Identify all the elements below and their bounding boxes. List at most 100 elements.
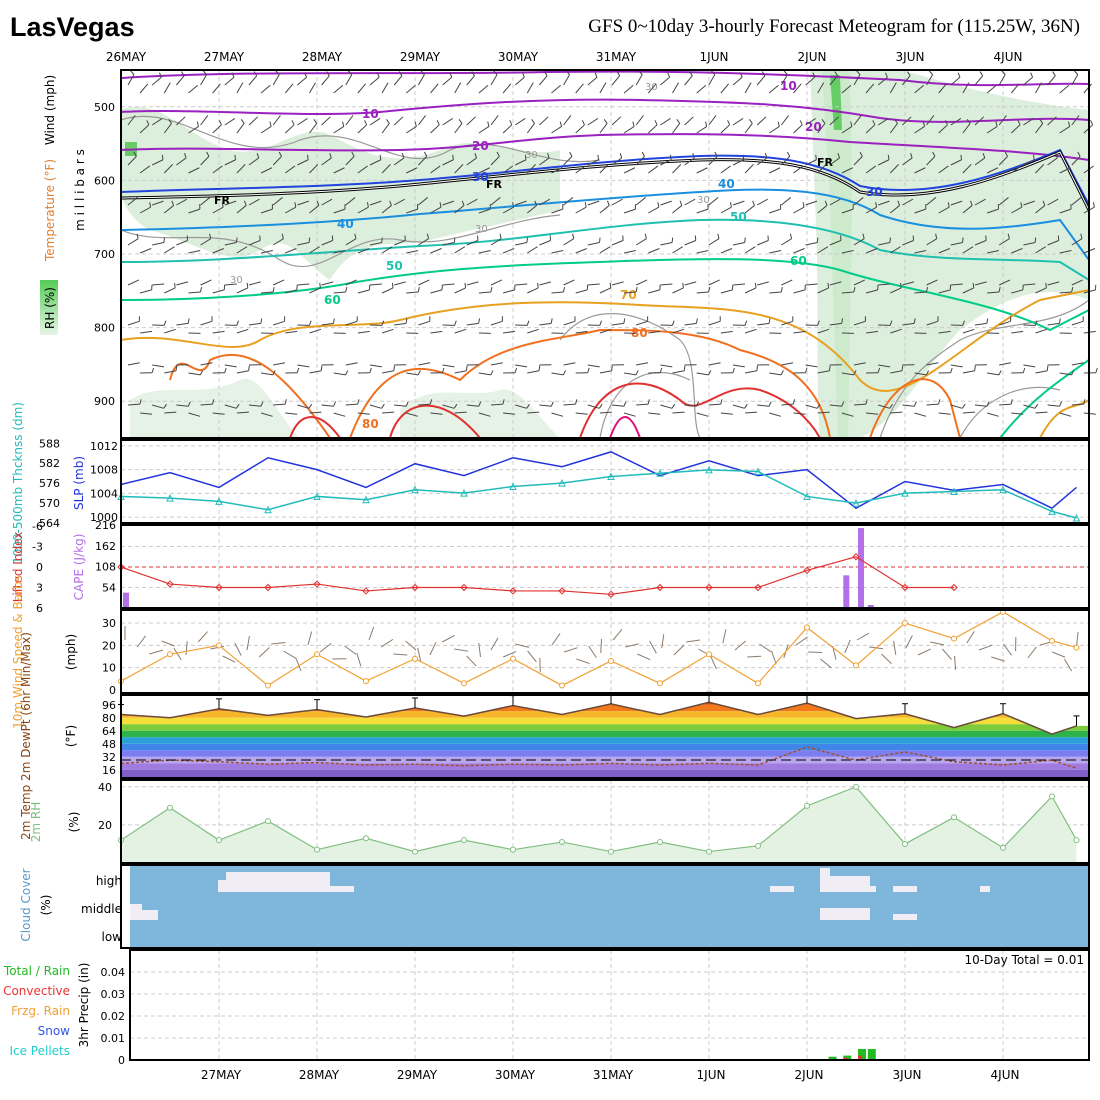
wind-barb <box>878 242 891 246</box>
wind-barb-flag <box>744 320 748 326</box>
wind-barb <box>309 370 322 374</box>
wind-barb <box>442 404 455 409</box>
wind-barb <box>418 115 427 126</box>
thickness-markers <box>117 465 1081 522</box>
thickness-tick: 582 <box>39 457 60 470</box>
wind-barb <box>478 84 489 94</box>
wind-barb <box>744 287 757 294</box>
rh-point <box>314 846 320 853</box>
wind-barb-flag <box>253 71 258 77</box>
wind-barb <box>514 118 526 126</box>
wind-barb <box>478 412 491 417</box>
wind-barb-flag <box>623 318 626 324</box>
wind-barb <box>490 320 503 326</box>
wind-barb-flag <box>768 318 771 324</box>
surface-wind-barb <box>149 649 163 655</box>
wind-barb <box>708 156 718 166</box>
wind-barb <box>878 364 891 368</box>
lifted-index-point <box>705 583 713 592</box>
wind-barb <box>756 157 768 166</box>
svg-text:40: 40 <box>337 217 354 231</box>
wind-barb <box>962 287 974 294</box>
wind-barb <box>466 157 477 166</box>
wind-barb <box>757 322 770 326</box>
wind-barb <box>611 116 622 126</box>
wind-barb <box>950 118 962 126</box>
wind-barb <box>684 157 695 166</box>
wind-barb <box>539 116 549 126</box>
wind-barb <box>877 118 889 126</box>
wind-barb <box>466 240 479 246</box>
wind-barb-flag <box>889 237 891 243</box>
slp-tick: 1004 <box>90 487 118 500</box>
wind-barb <box>878 283 891 286</box>
wind-barb-flag <box>960 154 963 160</box>
precip-legend-item: Ice Pellets <box>9 1044 70 1058</box>
rh-point <box>510 846 516 853</box>
thickness-point <box>460 489 468 497</box>
wind-barb <box>1011 206 1023 214</box>
wind-barb <box>684 198 696 206</box>
wind-barb-flag <box>184 153 187 159</box>
slp-tick: 1012 <box>90 440 118 453</box>
precip-legend-item: Total / Rain <box>3 964 70 978</box>
wind-barb <box>418 403 431 406</box>
wind-barb <box>224 283 237 286</box>
wind-barb-flag <box>754 282 757 288</box>
pressure-panel: 588 582 576 570 564 1012 1008 1004 1000 1000-500… <box>11 402 1090 564</box>
wind-barb <box>490 115 499 126</box>
surface-wind-barb <box>258 647 270 658</box>
wind-barb <box>756 75 766 86</box>
wind-barb <box>563 115 572 126</box>
wind-speed-point <box>951 635 957 642</box>
wind-barb <box>732 283 745 286</box>
wind-barb <box>1047 322 1060 326</box>
wind-barb-flag <box>711 70 716 75</box>
wind-barb <box>684 240 696 246</box>
wind-barb-flag <box>246 282 249 288</box>
wind-barb <box>503 330 516 334</box>
wind-barb <box>805 118 816 126</box>
wind-barb <box>829 404 842 407</box>
lifted-index-tick: 6 <box>36 602 43 615</box>
wind-barb <box>357 206 369 214</box>
surface-wind-barb <box>954 655 957 671</box>
wind-barb <box>369 200 382 206</box>
wind-barb-flag <box>1052 71 1056 77</box>
thickness-point <box>215 497 223 505</box>
wind-barb <box>744 82 752 94</box>
wind-barb <box>853 115 862 126</box>
wind-barb <box>442 76 453 86</box>
lifted-index-point <box>803 566 811 575</box>
wind-barb <box>732 242 745 246</box>
cape-bar <box>867 604 874 608</box>
wind-barb <box>1023 242 1036 246</box>
wind-barb-flag <box>514 367 518 373</box>
wind-barb <box>1023 118 1034 126</box>
lifted-index-point <box>754 583 762 592</box>
wind-barb <box>176 198 188 206</box>
wind-barb-flag <box>260 401 264 407</box>
wind-barb-flag <box>995 121 998 127</box>
wind-barb-flag <box>1090 120 1094 126</box>
wind-barb <box>757 404 770 407</box>
slp-tick: 1008 <box>90 464 118 477</box>
wind-barb-flag <box>611 365 613 371</box>
wind-barb-flag <box>461 200 465 206</box>
wind-barb <box>769 291 782 294</box>
cloud-panel: high middle low Cloud Cover (%) <box>19 864 1090 949</box>
wind-barb-flag <box>493 70 498 75</box>
wind-barb-flag <box>209 233 212 239</box>
rh-point <box>657 839 663 846</box>
wind-barb <box>285 289 298 294</box>
temperature-band <box>121 724 1089 731</box>
wind-barb <box>1071 115 1080 126</box>
wind-barb-flag <box>575 399 578 405</box>
rh-label: RH (%) <box>43 287 57 329</box>
wind-barb <box>454 328 467 334</box>
wind-barb <box>430 83 439 94</box>
wind-barb <box>853 238 865 246</box>
wind-barb <box>551 372 564 376</box>
rh-tick: 40 <box>98 781 112 794</box>
wind-barb <box>1011 248 1023 254</box>
